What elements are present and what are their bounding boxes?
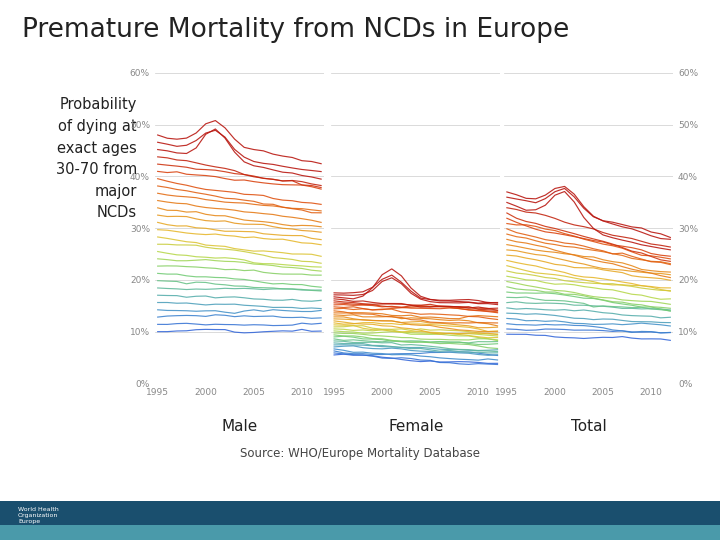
Text: Female: Female — [388, 419, 444, 434]
Text: World Health
Organization
Europe: World Health Organization Europe — [18, 507, 59, 524]
Text: Source: WHO/Europe Mortality Database: Source: WHO/Europe Mortality Database — [240, 447, 480, 460]
Bar — [0, 525, 720, 540]
Text: Total: Total — [571, 419, 606, 434]
Text: Male: Male — [221, 419, 258, 434]
Text: Premature Mortality from NCDs in Europe: Premature Mortality from NCDs in Europe — [22, 17, 569, 43]
Bar — [0, 501, 720, 525]
Text: Probability
of dying at
exact ages
30-70 from
major
NCDs: Probability of dying at exact ages 30-70… — [55, 97, 137, 220]
